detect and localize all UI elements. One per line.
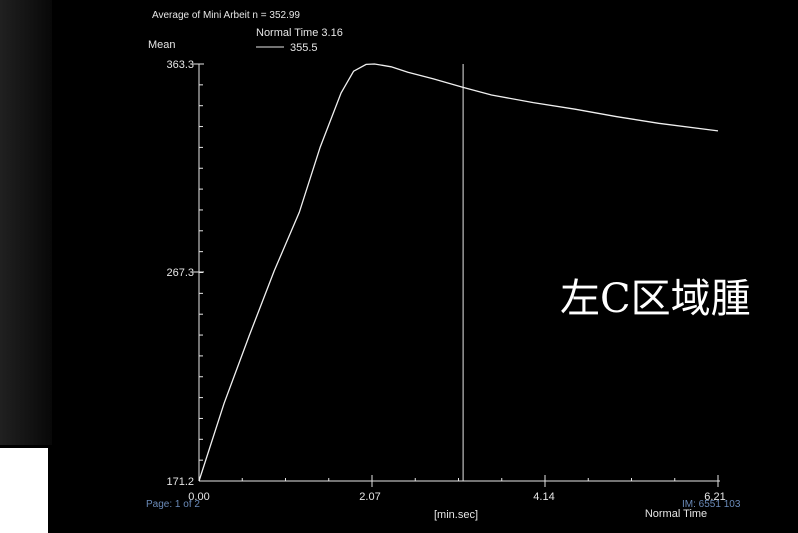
x-tick-label-2: 4.14	[533, 491, 554, 503]
normal-time-label: Normal Time 3.16	[256, 27, 343, 39]
y-tick-label-bottom: 171.2	[166, 476, 194, 488]
y-tick-label-top: 363.3	[166, 59, 194, 71]
page-indicator: Page: 1 of 2	[146, 499, 200, 510]
overlay-annotation: 左C区域腫	[560, 276, 751, 322]
x-tick-label-1: 2.07	[359, 491, 380, 503]
x-axis-name: Normal Time	[645, 508, 707, 520]
y-minor-ticks	[199, 84, 203, 461]
x-tick-label-0: 0.00	[188, 491, 209, 503]
x-minor-ticks	[241, 475, 719, 487]
white-panel	[0, 448, 48, 533]
x-unit-label: [min.sec]	[434, 509, 478, 521]
y-tick-label-mid: 267.3	[166, 267, 194, 279]
background-image-strip	[0, 0, 52, 445]
x-tick-label-3: 6.21	[704, 491, 725, 503]
y-axis-label: Mean	[148, 39, 176, 51]
series-line	[198, 63, 719, 482]
cutoff-header-text: Average of Mini Arbeit n = 352.99	[152, 10, 300, 21]
legend-value: 355.5	[290, 42, 318, 54]
image-number: IM: 6551 103	[682, 499, 741, 510]
